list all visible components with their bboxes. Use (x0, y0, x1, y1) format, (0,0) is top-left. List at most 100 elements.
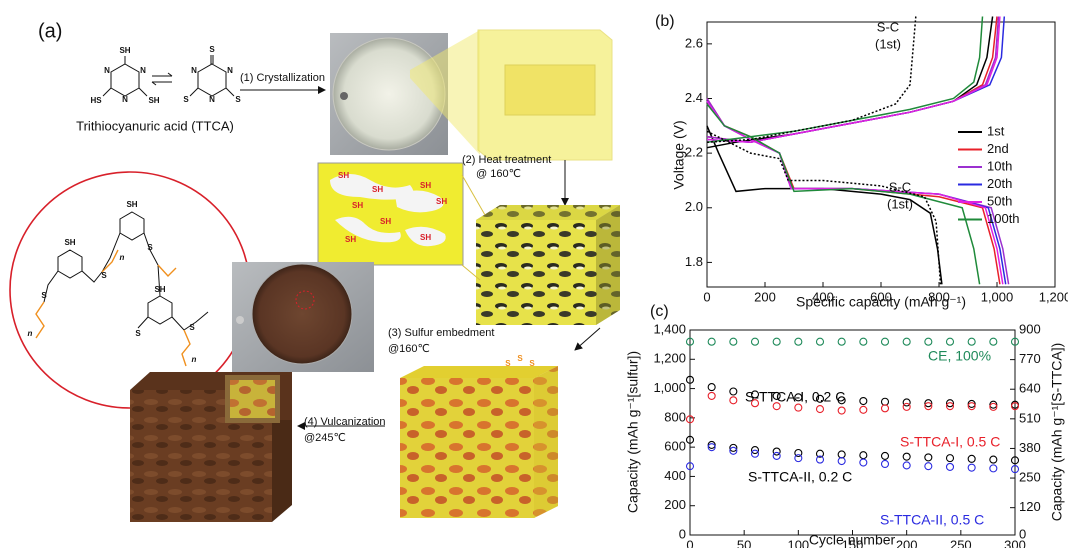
y-axis-label: Capacity (mAh g⁻¹[sulfur]) (625, 351, 641, 513)
legend-label: 10th (987, 158, 1012, 173)
step-condition: @245℃ (304, 432, 346, 444)
y2-tick-label: 380 (1019, 440, 1041, 455)
shape (226, 88, 234, 96)
data-point (817, 406, 824, 413)
y-tick-label: 600 (664, 439, 686, 454)
atom-label: SH (119, 46, 130, 55)
shape (476, 205, 620, 220)
coin (340, 92, 348, 100)
thiol-label: SH (372, 185, 383, 194)
y2-tick-label: 900 (1019, 321, 1041, 336)
y2-tick-label: 250 (1019, 469, 1041, 484)
data-point (860, 452, 867, 459)
data-point (925, 463, 932, 470)
y-tick-label: 1.8 (685, 254, 703, 269)
atom-label: S (209, 45, 215, 54)
data-point (990, 465, 997, 472)
data-point (795, 338, 802, 345)
atom-label: N (122, 95, 128, 104)
atom-label: HS (90, 96, 102, 105)
step-label: (3) Sulfur embedment (388, 327, 494, 339)
series-label: S-TTCA-II, 0.2 C (748, 469, 852, 485)
shape (103, 88, 111, 96)
y-tick-label: 2.2 (685, 145, 703, 160)
y-tick-label: 1,200 (653, 351, 686, 366)
data-point (708, 338, 715, 345)
shape (198, 64, 226, 96)
y-tick-label: 1,400 (653, 321, 686, 336)
atom-label: S (235, 95, 241, 104)
x-tick-label: 1,000 (981, 289, 1014, 304)
panel-label: (a) (38, 20, 62, 42)
molecule-thione (190, 55, 234, 96)
figure: (a) SH HS SH N N N S S S N N N Trithiocy… (0, 0, 1068, 548)
y2-axis-label: Capacity (mAh g⁻¹[S-TTCA]) (1049, 343, 1065, 522)
data-point (838, 451, 845, 458)
thiol-label: SH (420, 233, 431, 242)
y2-tick-label: 510 (1019, 410, 1041, 425)
legend-label: 2nd (987, 141, 1009, 156)
legend-label: 50th (987, 193, 1012, 208)
y2-tick-label: 770 (1019, 351, 1041, 366)
data-point (773, 338, 780, 345)
molecule-thiol (103, 56, 147, 96)
x-tick-label: 50 (737, 537, 751, 548)
chain-index: n (28, 329, 33, 338)
atom-label: SH (126, 200, 137, 209)
data-point (882, 398, 889, 405)
annotation: S-C (877, 19, 899, 34)
y-tick-label: 400 (664, 468, 686, 483)
shape (400, 366, 558, 378)
atom-label: N (227, 66, 233, 75)
crystal-inner-box (505, 65, 595, 115)
y-tick-label: 2.0 (685, 199, 703, 214)
panel-label: (c) (650, 303, 669, 320)
y-tick-label: 0 (679, 526, 686, 541)
series-label: S-TTCA-II, 0.5 C (880, 512, 984, 528)
data-point (925, 338, 932, 345)
atom-label: N (209, 95, 215, 104)
thiol-label: SH (436, 197, 447, 206)
atom-label: S (183, 95, 189, 104)
panel-label: (b) (655, 13, 675, 30)
shape (190, 88, 198, 96)
data-point (838, 338, 845, 345)
atom-label: SH (148, 96, 159, 105)
data-point (860, 398, 867, 405)
chain-index: n (120, 253, 125, 262)
shape (139, 88, 147, 96)
vulcanized-cube (130, 372, 292, 522)
data-point (860, 338, 867, 345)
x-tick-label: 100 (787, 537, 809, 548)
x-axis-label: Cycle number (809, 532, 896, 548)
data-point (730, 397, 737, 404)
shape (111, 64, 139, 96)
atom-label: N (191, 66, 197, 75)
series-line (707, 17, 1000, 285)
atom-label: S (189, 323, 195, 332)
data-point (903, 453, 910, 460)
x-tick-label: 0 (686, 537, 693, 548)
series-label: S-TTCA-I, 0.5 C (900, 434, 1000, 450)
data-point (990, 338, 997, 345)
shape (534, 366, 558, 518)
sulfur-cube (400, 366, 558, 518)
shape (230, 380, 275, 418)
series-label: CE, 100% (928, 348, 991, 364)
x-tick-label: 0 (703, 289, 710, 304)
data-point (860, 459, 867, 466)
atom-label: S (147, 243, 153, 252)
y-tick-label: 2.4 (685, 90, 703, 105)
atom-label: S (41, 291, 47, 300)
legend-label: 1st (987, 123, 1005, 138)
coin (236, 316, 244, 324)
atom-label: SH (64, 238, 75, 247)
atom-label: SH (154, 285, 165, 294)
zoom-line (462, 175, 485, 215)
annotation: (1st) (875, 36, 901, 51)
data-point (882, 405, 889, 412)
shape (596, 205, 620, 325)
ring-sulfur: S (517, 354, 523, 363)
x-tick-label: 200 (896, 537, 918, 548)
